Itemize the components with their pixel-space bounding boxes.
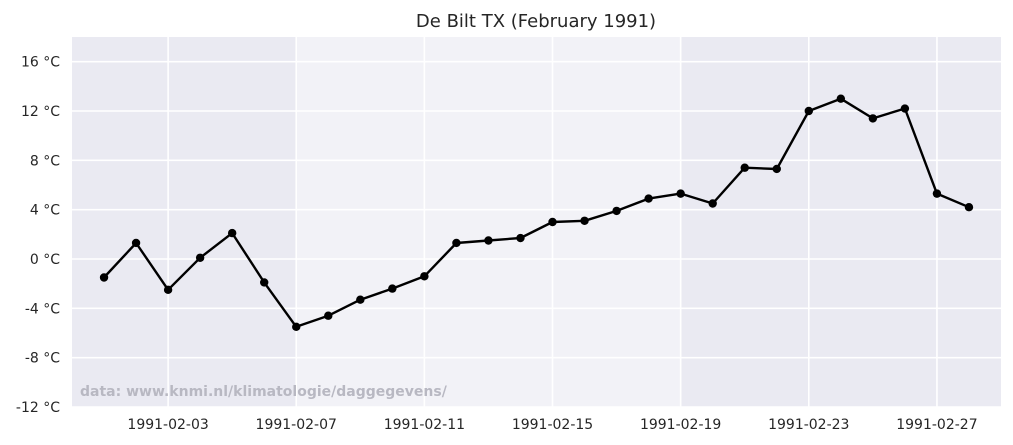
shaded-band-1 xyxy=(680,37,1001,407)
x-tick-label: 1991-02-11 xyxy=(384,417,465,433)
data-point xyxy=(484,236,493,245)
data-point xyxy=(131,238,141,248)
data-point xyxy=(227,228,237,238)
x-tick-label: 1991-02-19 xyxy=(640,417,721,433)
data-point xyxy=(644,194,653,203)
series xyxy=(99,94,974,332)
y-tick-label: -8 °C xyxy=(25,351,60,367)
data-point xyxy=(420,272,429,281)
data-point xyxy=(836,94,846,103)
data-point xyxy=(868,114,878,123)
data-point xyxy=(292,322,301,332)
data-point xyxy=(324,311,333,320)
series-line xyxy=(103,97,970,328)
data-point xyxy=(99,273,109,282)
data-point xyxy=(260,278,269,287)
data-point xyxy=(163,285,173,295)
gridlines xyxy=(72,37,1001,408)
y-tick-label: 16 °C xyxy=(21,55,60,71)
data-point xyxy=(388,284,397,293)
data-point xyxy=(708,199,717,208)
y-tick-label: 4 °C xyxy=(30,203,60,219)
data-source-annotation: data: www.knmi.nl/klimatologie/daggegeve… xyxy=(80,384,448,400)
plot-background xyxy=(72,37,1001,407)
x-tick-label: 1991-02-15 xyxy=(512,417,593,433)
data-point xyxy=(356,295,365,304)
data-point xyxy=(772,164,781,174)
chart-title: De Bilt TX (February 1991) xyxy=(416,11,656,32)
data-point xyxy=(964,203,974,212)
x-tick-label: 1991-02-07 xyxy=(256,417,337,433)
data-point xyxy=(580,216,589,225)
data-point xyxy=(612,206,621,216)
x-axis-ticks: 1991-02-03 1991-02-07 1991-02-11 1991-02-15… xyxy=(127,417,977,433)
data-point xyxy=(900,104,910,113)
y-tick-label: -12 °C xyxy=(16,400,60,416)
y-tick-label: -4 °C xyxy=(25,301,60,317)
data-point xyxy=(740,163,749,172)
y-tick-label: 0 °C xyxy=(30,252,60,268)
y-tick-label: 8 °C xyxy=(30,153,60,169)
y-tick-label: 12 °C xyxy=(21,104,60,120)
data-point xyxy=(548,217,557,227)
data-point xyxy=(804,106,813,116)
data-point xyxy=(676,189,685,198)
x-tick-label: 1991-02-23 xyxy=(768,417,849,433)
data-point xyxy=(452,238,461,248)
shaded-band-0 xyxy=(72,37,297,407)
data-point xyxy=(195,253,205,262)
y-axis-ticks: -12 °C -8 °C -4 °C 0 °C 4 °C 8 °C 12 °C 16 °C xyxy=(16,55,60,416)
x-tick-label: 1991-02-27 xyxy=(896,417,977,433)
data-point xyxy=(516,233,525,243)
x-tick-label: 1991-02-03 xyxy=(127,417,208,433)
data-point xyxy=(932,189,942,198)
